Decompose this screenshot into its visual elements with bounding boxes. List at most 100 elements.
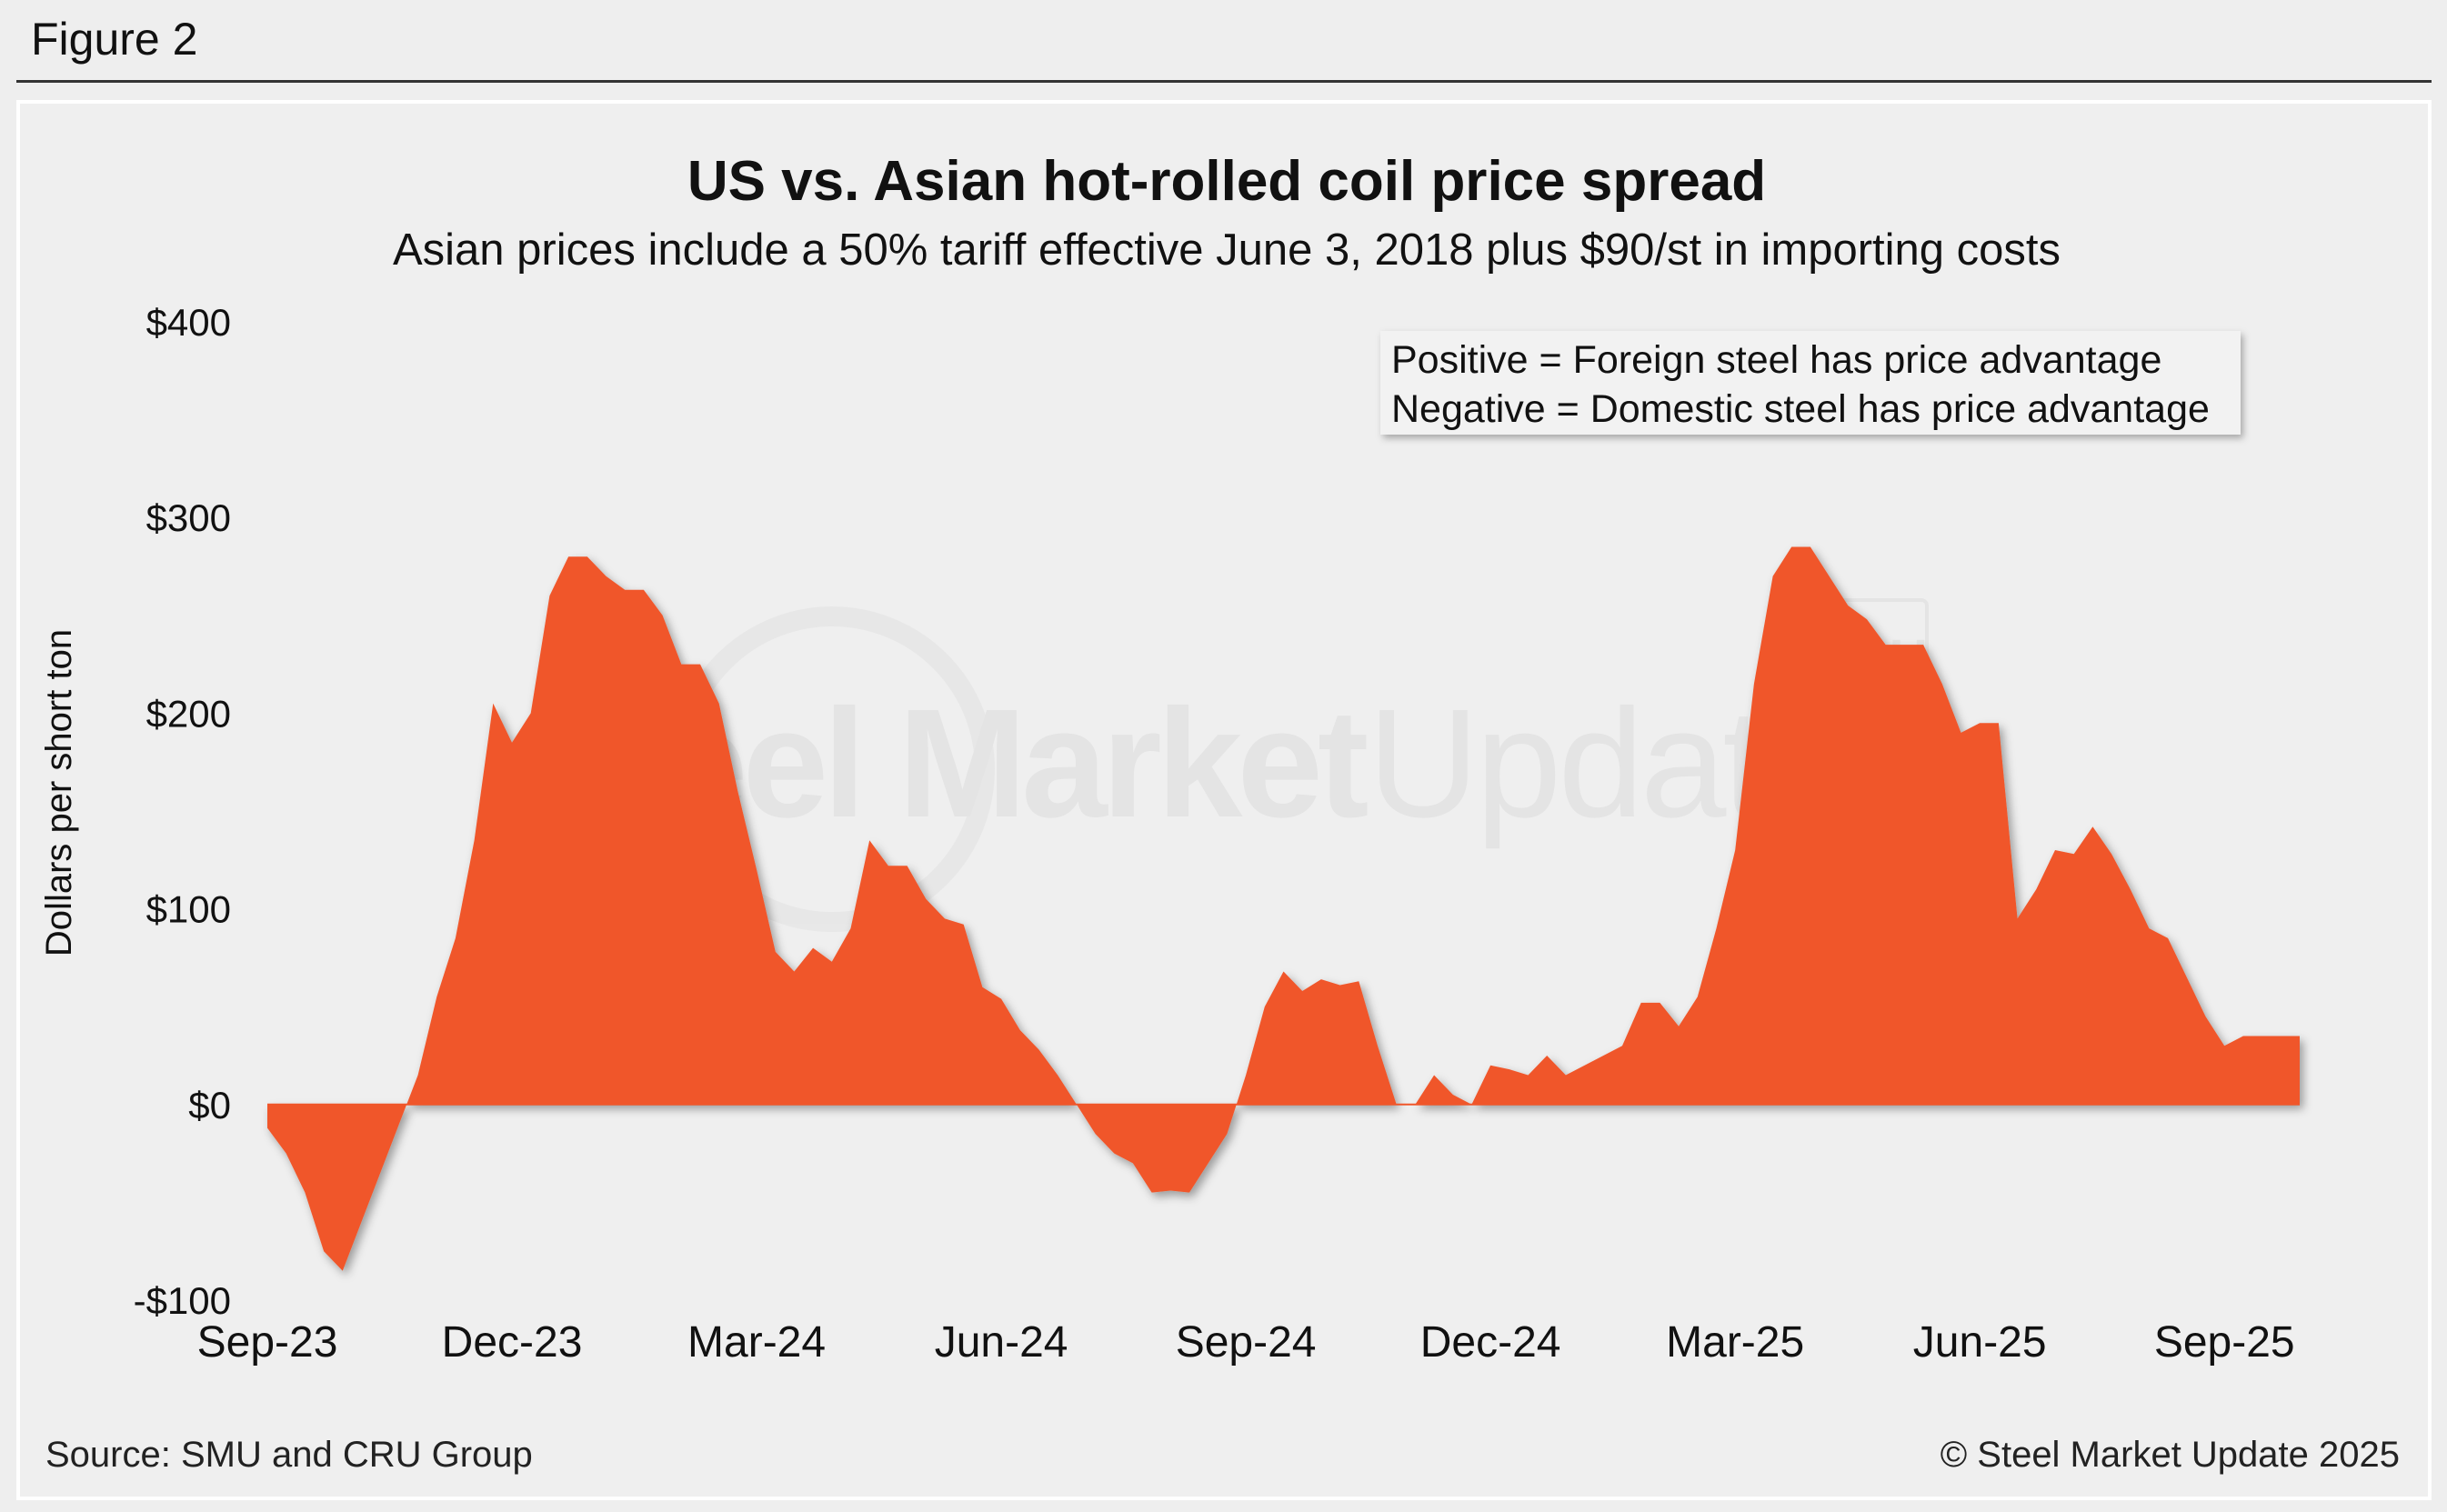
data-point bbox=[341, 1269, 344, 1272]
data-point bbox=[981, 986, 984, 988]
data-point bbox=[1094, 1133, 1097, 1136]
data-point bbox=[1451, 1094, 1454, 1096]
x-tick-label: Jun-25 bbox=[1913, 1318, 2047, 1367]
series-area bbox=[267, 546, 2300, 1271]
data-point bbox=[1790, 546, 1793, 548]
data-point bbox=[2111, 853, 2113, 856]
data-point bbox=[360, 1220, 363, 1223]
data-point bbox=[1358, 980, 1360, 983]
x-tick-label: Jun-24 bbox=[935, 1318, 1068, 1367]
data-point bbox=[737, 790, 739, 793]
data-point bbox=[605, 575, 607, 577]
data-point bbox=[2035, 888, 2038, 891]
data-point bbox=[1489, 1064, 1492, 1066]
data-point bbox=[1696, 996, 1699, 998]
data-point bbox=[624, 588, 627, 591]
chart-title: US vs. Asian hot-rolled coil price sprea… bbox=[687, 150, 1766, 213]
series-layer bbox=[267, 546, 2300, 1272]
data-point bbox=[1903, 644, 1906, 646]
data-point bbox=[849, 927, 852, 930]
data-point bbox=[1207, 1162, 1209, 1165]
y-tick-label: $400 bbox=[146, 301, 231, 344]
data-point bbox=[1752, 683, 1755, 686]
data-point bbox=[1979, 722, 1981, 725]
data-point bbox=[1018, 1029, 1021, 1032]
data-point bbox=[1113, 1152, 1116, 1155]
data-point bbox=[586, 556, 588, 558]
y-axis-label: Dollars per short ton bbox=[39, 629, 79, 956]
data-point bbox=[717, 702, 720, 705]
data-point bbox=[868, 839, 871, 842]
data-point bbox=[1847, 605, 1850, 607]
data-point bbox=[944, 917, 947, 920]
data-point bbox=[925, 897, 928, 900]
data-point bbox=[1564, 1074, 1567, 1076]
data-point bbox=[1433, 1074, 1436, 1076]
legend-note: Positive = Foreign steel has price advan… bbox=[1380, 331, 2241, 435]
data-point bbox=[416, 1074, 419, 1076]
data-point bbox=[2261, 1035, 2263, 1037]
data-point bbox=[699, 663, 702, 666]
data-point bbox=[1884, 644, 1887, 646]
data-point bbox=[1282, 970, 1285, 973]
data-point bbox=[1546, 1055, 1549, 1057]
data-point bbox=[1057, 1074, 1059, 1076]
data-point bbox=[2241, 1035, 2244, 1037]
chart-subtitle: Asian prices include a 50% tariff effect… bbox=[393, 225, 2061, 275]
x-tick-label: Mar-25 bbox=[1666, 1318, 1804, 1367]
chart-panel: US vs. Asian hot-rolled coil price sprea… bbox=[16, 100, 2432, 1500]
data-point bbox=[1319, 978, 1322, 981]
figure-label: Figure 2 bbox=[31, 14, 198, 65]
y-tick-label: -$100 bbox=[134, 1279, 231, 1322]
data-point bbox=[1771, 575, 1774, 577]
legend-note-box bbox=[1380, 331, 2241, 435]
data-point bbox=[756, 868, 758, 871]
data-point bbox=[1678, 1025, 1680, 1027]
data-point bbox=[492, 702, 495, 705]
data-point bbox=[1188, 1191, 1191, 1194]
copyright-note: © Steel Market Update 2025 bbox=[1940, 1435, 2400, 1475]
data-point bbox=[2148, 927, 2151, 930]
data-point bbox=[793, 970, 796, 973]
x-tick-label: Sep-25 bbox=[2154, 1318, 2295, 1367]
data-point bbox=[2054, 849, 2057, 852]
legend-note-line1: Positive = Foreign steel has price advan… bbox=[1391, 338, 2161, 382]
data-point bbox=[906, 865, 908, 867]
data-point bbox=[661, 614, 664, 616]
source-note: Source: SMU and CRU Group bbox=[45, 1435, 533, 1475]
x-tick-label: Dec-23 bbox=[442, 1318, 583, 1367]
data-point bbox=[1339, 984, 1341, 986]
data-point bbox=[2091, 826, 2094, 828]
data-point bbox=[1640, 1001, 1642, 1004]
data-point bbox=[1131, 1162, 1134, 1165]
data-point bbox=[1377, 1045, 1379, 1047]
data-point bbox=[1997, 722, 2000, 725]
data-point bbox=[680, 663, 683, 666]
data-point bbox=[2204, 1016, 2207, 1018]
data-point bbox=[397, 1123, 400, 1126]
data-point bbox=[642, 588, 645, 591]
data-point bbox=[812, 946, 815, 949]
data-point bbox=[567, 556, 570, 558]
data-point bbox=[774, 950, 777, 953]
data-point bbox=[1602, 1055, 1605, 1057]
data-point bbox=[379, 1172, 382, 1175]
data-point bbox=[1941, 683, 1943, 686]
data-point bbox=[1922, 644, 1925, 646]
data-point bbox=[1508, 1068, 1510, 1071]
data-point bbox=[1621, 1045, 1624, 1047]
data-point bbox=[1866, 618, 1869, 621]
data-point bbox=[454, 936, 456, 939]
divider bbox=[16, 80, 2432, 83]
y-tick-label: $0 bbox=[188, 1084, 231, 1126]
data-point bbox=[2072, 853, 2075, 856]
chart-svg: US vs. Asian hot-rolled coil price sprea… bbox=[39, 150, 2300, 1367]
data-point bbox=[1245, 1074, 1248, 1076]
data-point bbox=[1659, 1001, 1661, 1004]
data-point bbox=[1828, 575, 1830, 577]
data-point bbox=[2223, 1045, 2226, 1047]
y-tick-label: $100 bbox=[146, 888, 231, 931]
data-point bbox=[2185, 976, 2188, 978]
data-point bbox=[1000, 997, 1003, 1000]
